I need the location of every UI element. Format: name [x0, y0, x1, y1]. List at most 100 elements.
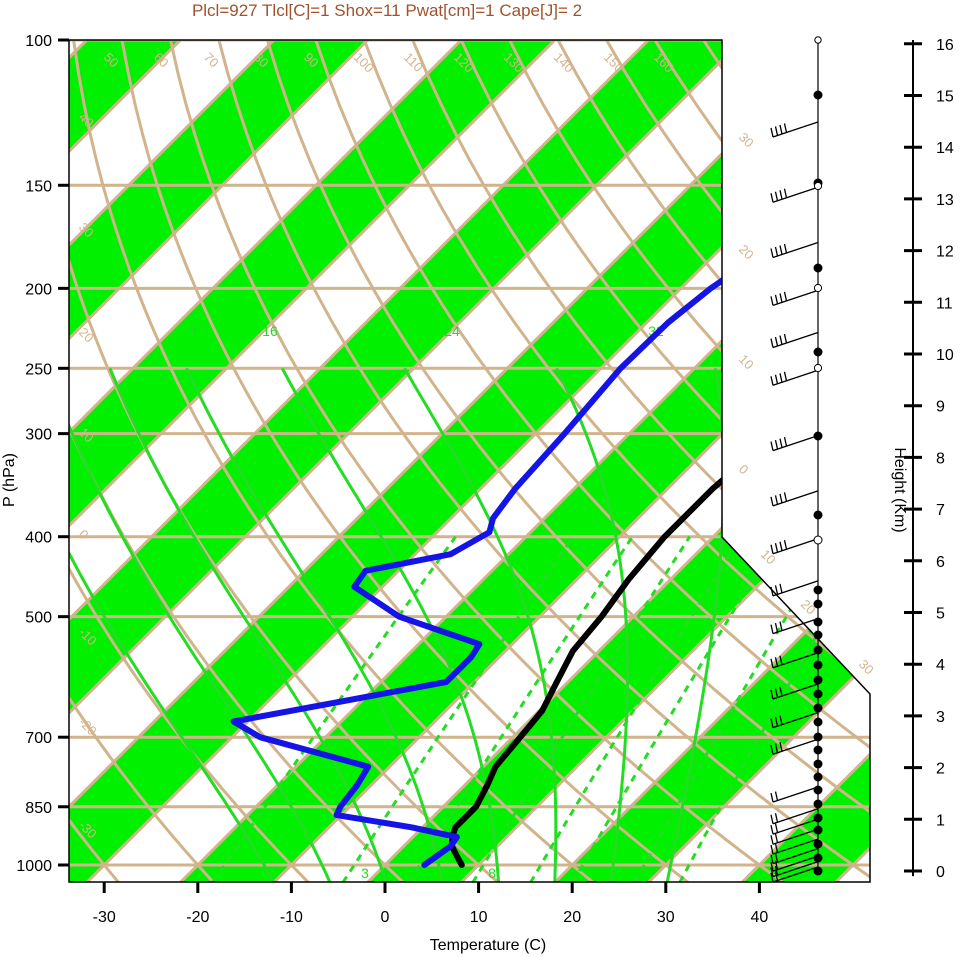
mixing-ratio-line — [407, 535, 634, 882]
chart-title: Plcl=927 Tlcl[C]=1 Shox=11 Pwat[cm]=1 Ca… — [192, 1, 582, 20]
wind-barb-flag — [774, 623, 779, 633]
height-marker — [813, 90, 823, 100]
x-tick-label: 20 — [563, 909, 581, 926]
wind-barb-flag — [774, 688, 779, 698]
height-tick-label: 5 — [936, 606, 945, 623]
wind-barb-flag — [770, 127, 774, 138]
wind-barb-flag — [779, 655, 783, 665]
height-tick-label: 11 — [936, 295, 953, 312]
x-tick-label: 40 — [751, 909, 769, 926]
height-marker — [813, 283, 823, 293]
isotherm-line — [476, 40, 870, 882]
height-marker — [813, 181, 823, 191]
mixing-ratio-label: 12 — [188, 323, 204, 339]
isotherm-line — [69, 40, 784, 882]
height-tick-label: 6 — [936, 554, 945, 571]
wind-barb-flag — [770, 248, 774, 258]
height-tick-label: 7 — [936, 502, 945, 519]
isotherm-line — [69, 40, 503, 882]
height-tick-label: 10 — [936, 347, 954, 364]
height-tick-label: 15 — [936, 89, 954, 106]
height-tick-label: 2 — [936, 761, 945, 778]
height-marker — [813, 703, 823, 713]
wind-barb-flag — [770, 441, 774, 451]
height-marker — [813, 510, 823, 520]
height-marker — [813, 535, 823, 545]
wind-barb-flag — [770, 296, 774, 306]
height-marker — [813, 745, 823, 755]
wind-barb — [772, 538, 819, 555]
y-tick-label: 150 — [25, 178, 52, 195]
height-tick-label: 1 — [936, 812, 945, 829]
dry-adiabat-line — [69, 40, 215, 882]
isotherm-label: 10 — [758, 547, 779, 568]
wind-barb — [772, 369, 819, 386]
wind-barb-flag — [783, 291, 788, 301]
height-marker — [813, 363, 823, 373]
wind-barb-flag — [779, 686, 783, 697]
wind-barb-flag — [774, 657, 779, 667]
height-marker — [813, 866, 823, 876]
dry-adiabat-line — [69, 40, 405, 882]
isotherm-line — [69, 40, 690, 882]
height-marker — [813, 839, 823, 849]
height-tick-label: 12 — [936, 244, 954, 261]
wind-barb-flag — [779, 438, 783, 448]
isotherm-label: 30 — [736, 130, 757, 151]
isotherm-label: 20 — [736, 242, 757, 263]
wind-barb-flag — [783, 540, 788, 550]
wind-barb — [772, 186, 819, 203]
height-tick-label: 3 — [936, 709, 945, 726]
height-marker — [813, 785, 823, 795]
height-tick-label: 0 — [936, 864, 945, 881]
height-marker — [813, 263, 823, 273]
wind-barb — [772, 683, 819, 700]
wind-barb-flag — [774, 717, 779, 727]
x-axis-title: Temperature (C) — [430, 937, 546, 954]
wind-barb-flag — [770, 825, 774, 835]
height-marker — [813, 732, 823, 742]
wind-barb-flag — [774, 585, 779, 595]
isotherm-label: -20 — [76, 715, 100, 739]
height-marker — [813, 689, 823, 699]
moist-adiabat-line — [69, 367, 332, 882]
height-marker — [813, 617, 823, 627]
wind-barb-column — [770, 36, 823, 883]
wind-barb-flag — [774, 852, 779, 863]
height-tick-label: 8 — [936, 450, 945, 467]
wind-barb — [772, 331, 819, 349]
mixing-ratio-line — [571, 535, 781, 882]
isotherm-label: 0 — [736, 462, 752, 478]
wind-barb-flag — [770, 745, 774, 755]
wind-barb-flag — [774, 374, 779, 384]
wind-barb — [772, 866, 819, 883]
y-tick-label: 500 — [25, 610, 52, 627]
mixing-ratio-line — [341, 535, 575, 882]
isotherm-line — [69, 40, 409, 882]
isotherm-line — [69, 40, 596, 882]
wind-barb — [772, 860, 819, 878]
isotherm-line — [195, 40, 870, 882]
wind-barb-flag — [770, 544, 774, 554]
wind-barb-flag — [774, 813, 779, 823]
wind-barb-flag — [770, 496, 774, 506]
moist-adiabat-line — [280, 367, 501, 882]
mixing-ratio-label: 16 — [262, 323, 278, 339]
isotherm-line — [663, 40, 870, 882]
wind-barb-flag — [779, 715, 783, 725]
mixing-ratio-line — [633, 535, 836, 882]
wind-barb — [772, 490, 819, 507]
wind-barb — [772, 818, 819, 835]
wind-barb-flag — [774, 336, 779, 347]
y-tick-label: 850 — [25, 800, 52, 817]
wind-barb-flag — [779, 583, 783, 594]
y-tick-label: 300 — [25, 427, 52, 444]
wind-barb-flag — [779, 335, 783, 345]
x-tick-label: 0 — [381, 909, 390, 926]
height-marker — [814, 36, 822, 44]
temperature-band — [102, 40, 870, 882]
x-tick-label: 30 — [657, 909, 675, 926]
isotherm-label: 110 — [401, 50, 426, 75]
wind-barb-flag — [770, 835, 774, 845]
